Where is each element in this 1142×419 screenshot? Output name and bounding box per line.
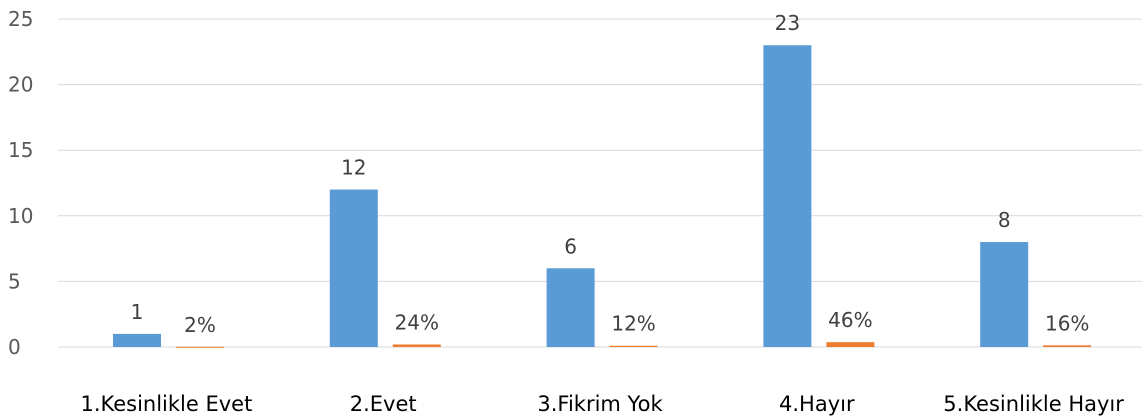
- y-tick-label: 20: [8, 73, 33, 97]
- x-category-label: 1.Kesinlikle Evet: [80, 392, 252, 416]
- y-tick-label: 10: [8, 204, 33, 228]
- bar-count: [763, 45, 812, 348]
- data-label-count: 12: [341, 156, 366, 180]
- bar-percent: [392, 344, 441, 347]
- y-tick-label: 5: [8, 269, 21, 293]
- x-category-label: 5.Kesinlikle Hayır: [943, 392, 1124, 416]
- y-tick-label: 0: [8, 335, 21, 359]
- y-axis-tick-labels: 0 5 10 15 20 25: [8, 7, 33, 359]
- data-label-count: 1: [131, 300, 144, 324]
- data-label-count: 23: [775, 11, 800, 35]
- bars: [113, 45, 1092, 348]
- data-label-percent: 12%: [611, 312, 655, 336]
- bar-percent: [176, 346, 224, 348]
- x-category-label: 3.Fikrim Yok: [537, 392, 663, 416]
- bar-percent: [1043, 345, 1092, 347]
- bar-percent: [609, 345, 658, 347]
- data-label-count: 8: [998, 208, 1011, 232]
- bar-percent: [826, 342, 875, 347]
- data-label-percent: 24%: [395, 310, 439, 334]
- data-label-count: 6: [564, 234, 577, 258]
- y-tick-label: 25: [8, 7, 33, 31]
- y-tick-label: 15: [8, 138, 33, 162]
- x-axis-category-labels: 1.Kesinlikle Evet 2.Evet 3.Fikrim Yok 4.Hay…: [80, 392, 1124, 416]
- data-label-percent: 46%: [828, 308, 872, 332]
- bar-count: [113, 333, 161, 347]
- bar-count: [980, 242, 1029, 347]
- x-category-label: 4.Hayır: [779, 392, 855, 416]
- data-label-percent: 16%: [1045, 311, 1089, 335]
- data-label-percent: 2%: [184, 313, 216, 337]
- x-category-label: 2.Evet: [350, 392, 417, 416]
- bar-count: [329, 189, 378, 347]
- gridlines: [58, 18, 1142, 348]
- bar-count: [546, 268, 595, 347]
